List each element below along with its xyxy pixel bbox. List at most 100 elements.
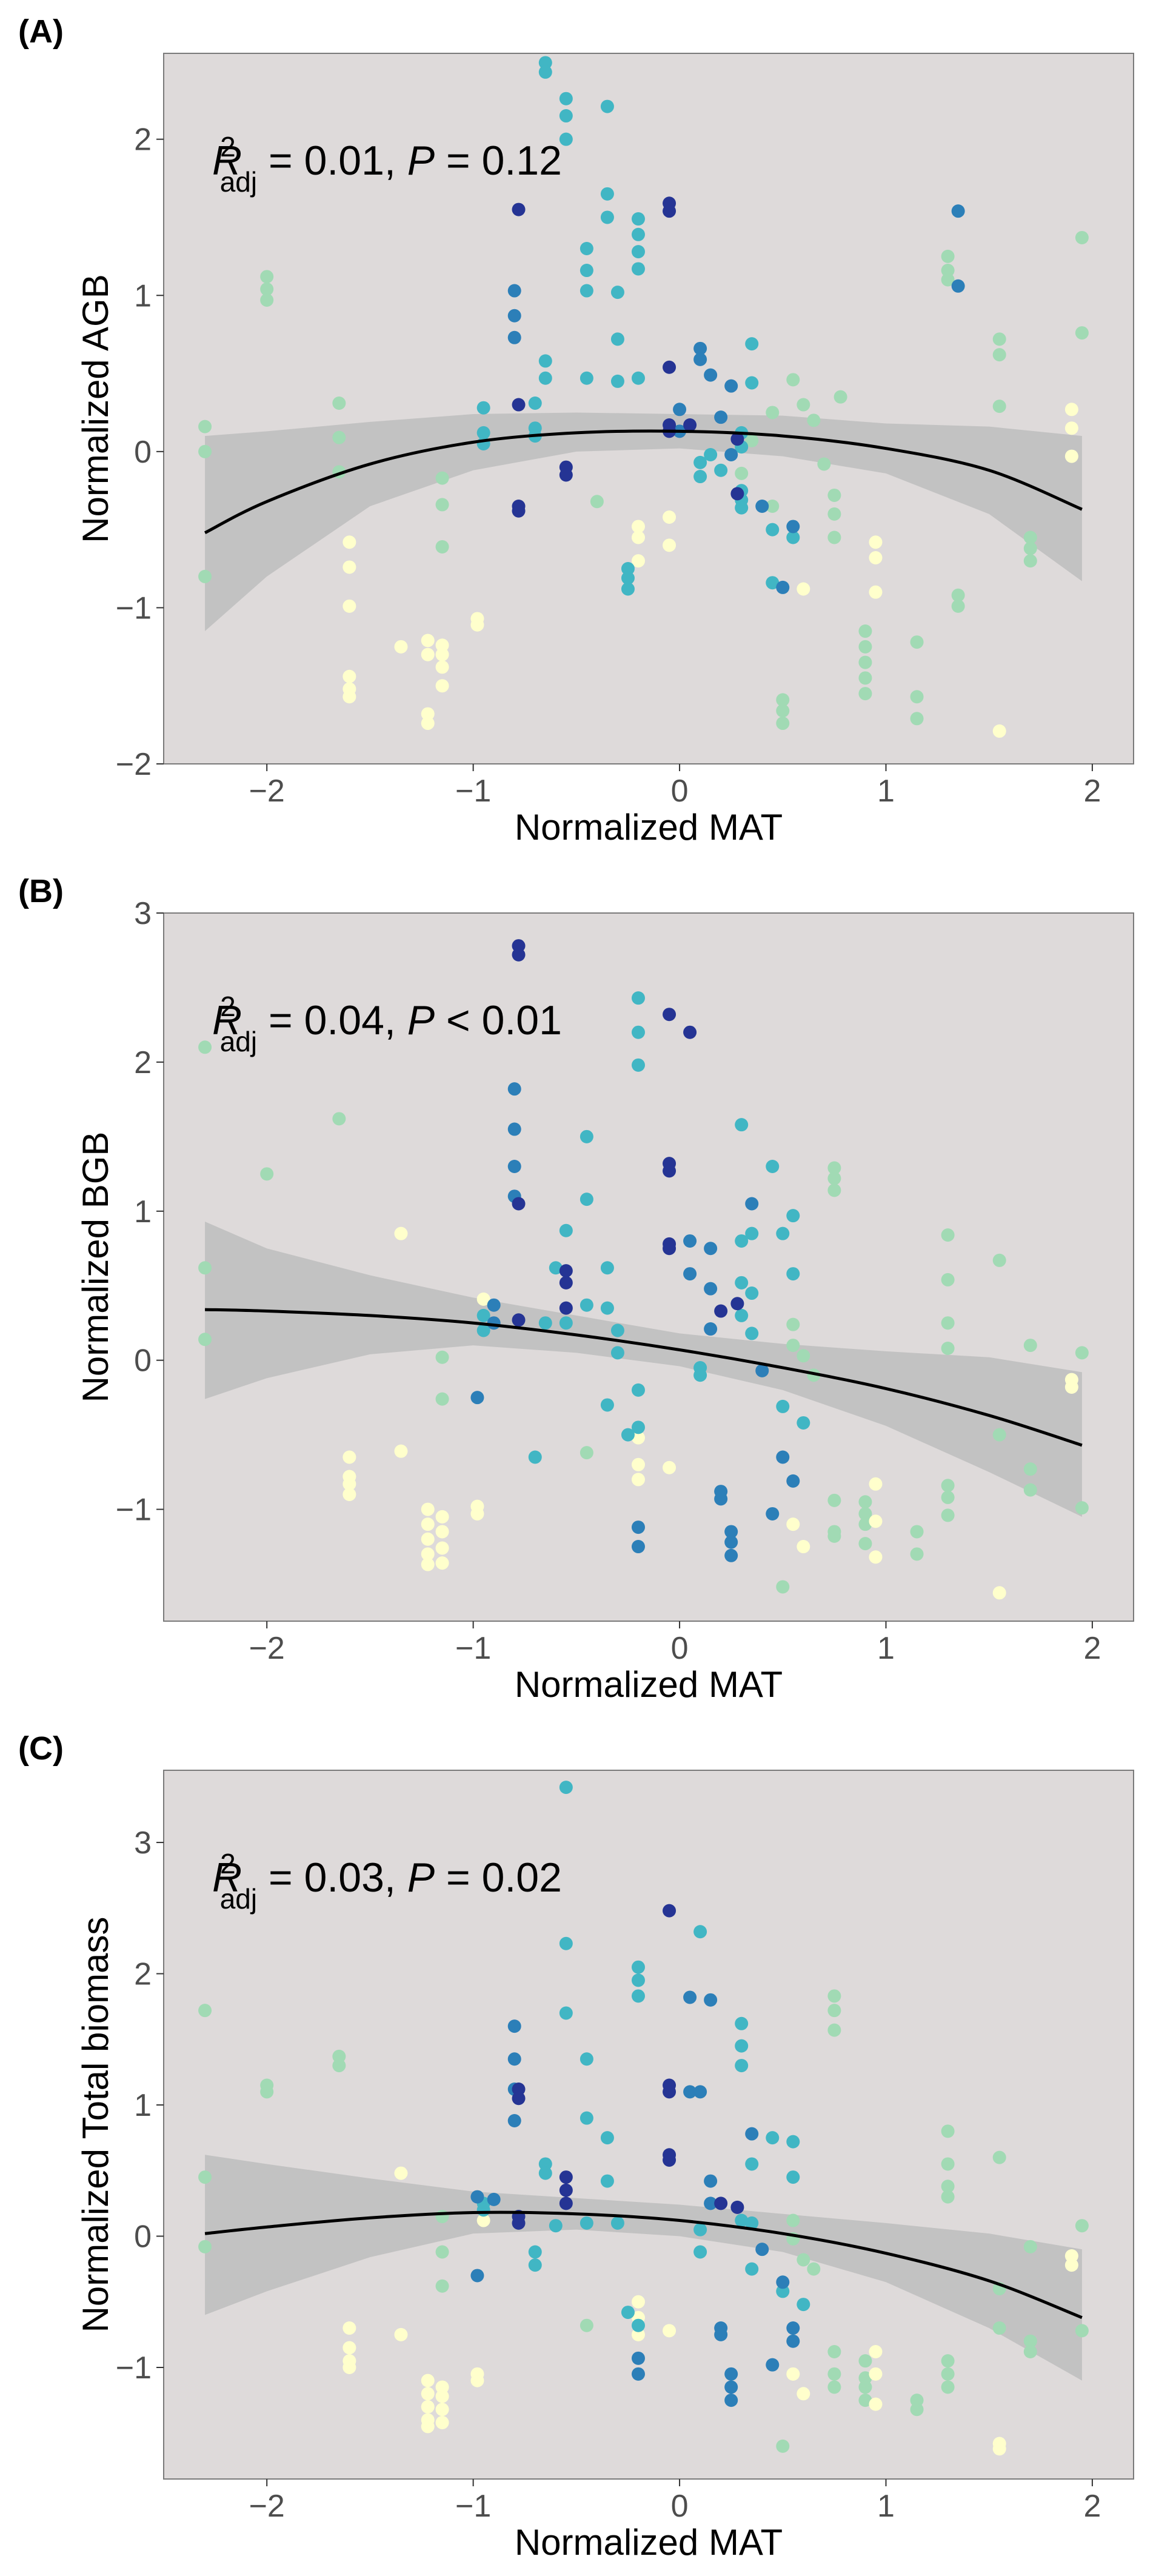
plot-panel: [163, 53, 1134, 764]
data-point: [941, 2124, 955, 2138]
data-point: [631, 520, 645, 534]
y-tick-label: −1: [116, 1493, 152, 1528]
data-point: [786, 1209, 800, 1223]
data-point: [435, 2415, 449, 2429]
data-point: [198, 1261, 212, 1275]
data-point: [730, 1297, 744, 1311]
data-point: [755, 2243, 769, 2257]
data-point: [683, 1990, 697, 2004]
data-point: [663, 2153, 677, 2167]
data-point: [332, 396, 346, 410]
data-point: [663, 1460, 677, 1474]
data-point: [941, 264, 955, 278]
panel-c: (C) Normalized MAT Normalized Total biom…: [18, 1730, 1134, 2563]
data-point: [1064, 449, 1078, 463]
data-point: [735, 501, 749, 515]
data-point: [559, 2170, 573, 2184]
data-point: [724, 2367, 738, 2381]
data-point: [941, 1508, 955, 1522]
p-symbol: P: [407, 1855, 435, 1901]
data-point: [600, 210, 614, 224]
data-point: [786, 520, 800, 534]
data-point: [724, 1535, 738, 1549]
data-point: [435, 1392, 449, 1406]
data-point: [435, 647, 449, 661]
data-point: [631, 245, 645, 259]
panel-b: (B) Normalized MAT Normalized BGB −2 −1 0 1…: [18, 873, 1134, 1705]
data-point: [827, 1493, 841, 1507]
data-point: [951, 204, 965, 218]
data-point: [766, 406, 780, 420]
fit-line: [205, 1308, 1083, 1447]
x-tick-label: −2: [249, 2489, 285, 2524]
data-point: [766, 2131, 780, 2145]
data-point: [421, 717, 435, 731]
panel-label: (B): [18, 873, 64, 909]
data-point: [745, 1226, 759, 1240]
data-point: [512, 1313, 526, 1327]
data-point: [610, 374, 624, 388]
y-tick-label: −1: [116, 2350, 152, 2386]
data-point: [735, 1234, 749, 1248]
data-point: [724, 379, 738, 393]
data-point: [332, 1112, 346, 1126]
data-point: [663, 1164, 677, 1178]
data-point: [435, 1350, 449, 1364]
y-tick-label: 2: [134, 1957, 152, 1992]
data-point: [600, 2174, 614, 2188]
data-point: [673, 403, 687, 417]
data-point: [507, 2019, 521, 2033]
data-point: [776, 2275, 790, 2289]
data-point: [528, 2258, 542, 2272]
confidence-band: [205, 1222, 1082, 1517]
data-point: [421, 2374, 435, 2387]
data-point: [512, 2092, 526, 2106]
data-point: [631, 2295, 645, 2309]
y-tick-label: 2: [134, 122, 152, 158]
fit-line: [204, 429, 1083, 535]
data-point: [869, 550, 883, 564]
data-point: [507, 309, 521, 323]
r-symbol: R: [212, 138, 242, 184]
x-tick-label: 1: [877, 2489, 895, 2524]
data-point: [869, 535, 883, 549]
data-point: [512, 202, 526, 216]
data-point: [580, 241, 593, 255]
data-point: [704, 1993, 718, 2007]
x-tick-label: −1: [455, 1631, 491, 1666]
data-point: [631, 1457, 645, 1471]
data-point: [683, 2085, 697, 2099]
r2-value: = 0.04,: [257, 997, 407, 1043]
data-point: [724, 1548, 738, 1562]
data-point: [631, 1521, 645, 1534]
data-point: [342, 1477, 356, 1491]
data-point: [827, 2380, 841, 2394]
data-point: [910, 690, 924, 704]
data-point: [1023, 530, 1037, 544]
y-tick-label: 0: [134, 435, 152, 470]
data-point: [910, 2394, 924, 2407]
data-point: [600, 2131, 614, 2145]
data-point: [827, 2023, 841, 2037]
data-point: [745, 1286, 759, 1300]
data-point: [858, 640, 872, 654]
data-point: [827, 530, 841, 544]
data-point: [631, 371, 645, 385]
data-point: [992, 400, 1006, 413]
data-point: [342, 669, 356, 683]
y-tick-label: −2: [116, 747, 152, 782]
data-point: [766, 1160, 780, 1174]
data-point: [683, 418, 697, 432]
data-point: [693, 2245, 707, 2259]
y-axis-title: Normalized BGB: [75, 1132, 116, 1403]
data-point: [797, 582, 810, 596]
data-point: [786, 2135, 800, 2149]
x-tick-label: −1: [455, 2489, 491, 2524]
data-point: [941, 2157, 955, 2171]
r2-value: = 0.03,: [257, 1855, 407, 1901]
data-point: [342, 560, 356, 574]
data-point: [580, 284, 593, 298]
data-point: [528, 1450, 542, 1464]
panel-label: (C): [18, 1730, 64, 1767]
